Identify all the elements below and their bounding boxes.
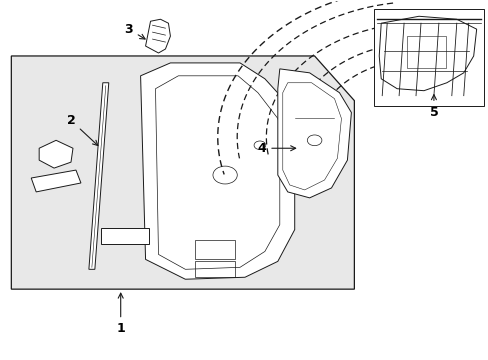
Polygon shape [39,140,73,168]
Text: 1: 1 [116,293,125,336]
Text: 3: 3 [124,23,145,39]
Polygon shape [31,170,81,192]
Text: 5: 5 [428,95,437,119]
Polygon shape [277,69,351,198]
Polygon shape [373,9,483,105]
Text: 2: 2 [66,114,98,145]
Polygon shape [141,63,294,279]
Text: 4: 4 [257,142,295,155]
Polygon shape [101,228,148,244]
Polygon shape [11,56,354,289]
Polygon shape [89,83,108,269]
Bar [406,36,445,68]
Polygon shape [145,19,170,53]
